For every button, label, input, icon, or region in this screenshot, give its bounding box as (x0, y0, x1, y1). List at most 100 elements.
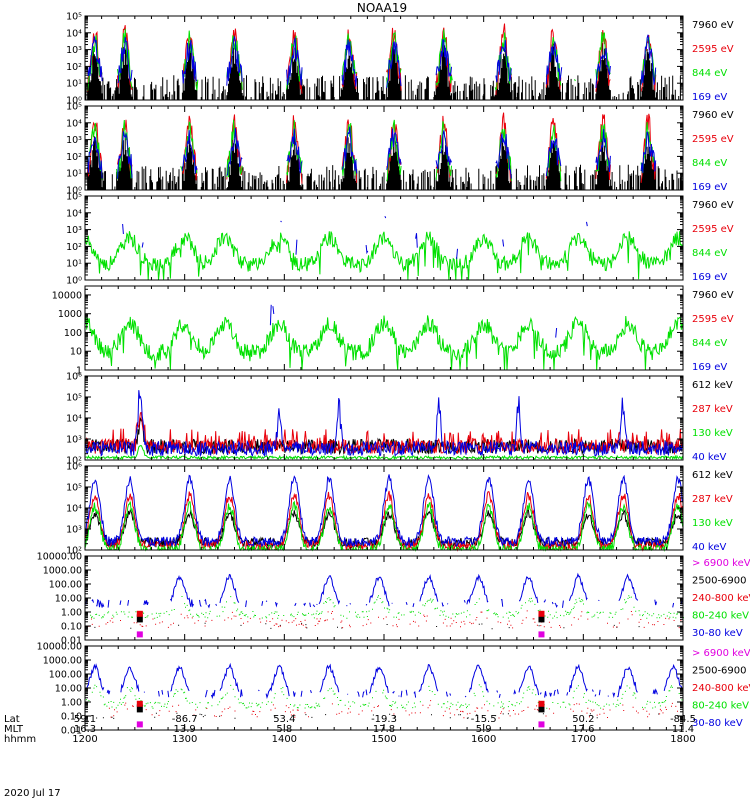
legend-entry: 2595 eV (692, 134, 734, 145)
y-tick-label: 10² (66, 456, 82, 467)
y-tick-label: 100.00 (49, 670, 82, 681)
footer-row-label: MLT (4, 724, 24, 735)
panel-2-traces (84, 112, 684, 190)
footer-lat-value: -84.5 (670, 714, 696, 725)
series-green-trace (85, 684, 684, 709)
y-tick-label: 10000.00 (37, 642, 82, 653)
panel-3: 10⁰10¹10²10³10⁴10⁵TEDProton Flux0deg tel… (66, 192, 734, 287)
legend-entry: 844 eV (692, 68, 727, 79)
panel-5: 10²10³10⁴10⁵10⁶MEPEDElectron Flux0deg te… (66, 372, 733, 467)
series-green-trace (88, 120, 683, 181)
legend-entry: 169 eV (692, 182, 727, 193)
y-tick-label: 10⁴ (66, 504, 82, 515)
y-tick-label: 10⁵ (66, 192, 82, 203)
y-tick-label: 10¹ (66, 79, 82, 90)
footer-hhmm-value: 1200 (72, 734, 97, 745)
footer-lat-value: 59.1 (74, 714, 96, 725)
legend: 612 keV 287 keV 130 keV 40 keV (692, 380, 733, 463)
y-tick-label: 10⁵ (66, 102, 82, 113)
y-tick-label: 10⁵ (66, 12, 82, 23)
footer-hhmm-value: 1800 (670, 734, 695, 745)
legend-entry: 130 keV (692, 428, 733, 439)
legend-entry: 240-800 keV (692, 593, 750, 604)
y-tick-label: 10⁰ (66, 186, 82, 197)
y-tick-label: 10² (66, 152, 82, 163)
panel-frame (84, 285, 684, 371)
panel-4: 110100100010000TEDProton Flux30deg teles… (52, 285, 734, 377)
x-axis-ticks (84, 286, 684, 370)
series-red-trace (84, 490, 684, 552)
legend-entry: 30-80 keV (692, 718, 743, 729)
y-tick-label: 0.10 (61, 622, 82, 633)
y-tick-label: 10¹ (66, 259, 82, 270)
legend-entry: 2595 eV (692, 44, 734, 55)
y-tick-label: 10⁴ (66, 28, 82, 39)
y-tick-label: 10² (66, 62, 82, 73)
magenta-marker (136, 631, 143, 638)
series-blue-trace (123, 216, 682, 259)
red-marker (136, 610, 143, 617)
footer-hhmm-value: 1600 (471, 734, 496, 745)
legend-entry: 7960 eV (692, 110, 734, 121)
series-blue-trace (270, 298, 676, 338)
legend-entry: 80-240 keV (692, 701, 749, 712)
legend-entry: 2595 eV (692, 314, 734, 325)
y-tick-label: 10 (70, 347, 82, 358)
footer-mlt-value: 17.6 (572, 724, 594, 735)
footer-mlt-value: 17.8 (373, 724, 395, 735)
panel-1: 10⁰10¹10²10³10⁴10⁵TEDElectron Flux0deg t… (66, 12, 734, 107)
panel-5-traces (84, 390, 684, 461)
footer-mlt-value: 16.3 (74, 724, 96, 735)
series-blue-trace (84, 572, 684, 609)
y-tick-labels: 10⁰ 10¹ 10² 10³ 10⁴ 10⁵ (66, 192, 82, 287)
y-tick-label: 0.01 (61, 636, 82, 647)
series-black-trace (84, 132, 684, 190)
footer-lat-value: -86.7 (172, 714, 198, 725)
figure-title: NOAA19 (357, 1, 407, 15)
axis-footer: LatMLThhmm59.116.31200-86.713.9130053.45… (4, 714, 696, 745)
red-marker (136, 700, 143, 707)
y-tick-label: 10³ (66, 525, 82, 536)
legend-entry: > 6900 keV (692, 648, 750, 659)
series-green-trace (84, 315, 684, 371)
y-tick-label: 10⁶ (66, 372, 82, 383)
footer-hhmm-value: 1700 (571, 734, 596, 745)
y-tick-label: 100.00 (49, 580, 82, 591)
y-tick-label: 100 (64, 328, 82, 339)
y-tick-label: 10⁰ (66, 96, 82, 107)
panel-2: 10⁰10¹10²10³10⁴10⁵TEDElectron Flux30deg … (66, 102, 734, 197)
footer-row-label: Lat (4, 714, 20, 725)
y-tick-label: 10³ (66, 225, 82, 236)
y-tick-labels: 10² 10³ 10⁴ 10⁵ 10⁶ (66, 372, 82, 467)
y-axis-ticks (85, 195, 683, 281)
black-marker (538, 614, 545, 623)
magenta-marker (538, 721, 545, 728)
y-tick-label: 10000.00 (37, 552, 82, 563)
footer-mlt-value: 5.8 (276, 724, 292, 735)
legend-entry: 844 eV (692, 158, 727, 169)
legend-entry: 844 eV (692, 338, 727, 349)
y-axis-ticks (85, 375, 683, 461)
legend-entry: 612 keV (692, 470, 733, 481)
y-tick-label: 1 (76, 366, 82, 377)
legend-entry: 40 keV (692, 542, 726, 553)
magenta-marker (136, 721, 143, 728)
footer-mlt-value: 13.9 (174, 724, 196, 735)
legend-entry: 287 keV (692, 494, 733, 505)
panel-frame (84, 465, 684, 551)
legend-entry: 30-80 keV (692, 628, 743, 639)
legend-entry: 40 keV (692, 452, 726, 463)
legend-entry: 80-240 keV (692, 611, 749, 622)
series-green-trace (84, 231, 684, 281)
footer-row-label: hhmm (4, 734, 36, 745)
y-tick-label: 1.00 (61, 608, 82, 619)
y-axis-ticks (85, 465, 683, 551)
panel-6-traces (84, 473, 684, 552)
legend-entry: 844 eV (692, 248, 727, 259)
series-black-trace (96, 712, 660, 719)
panel-1-traces (85, 23, 682, 100)
y-tick-labels: 1 10 100 1000 10000 (52, 290, 82, 376)
y-tick-label: 10¹ (66, 169, 82, 180)
y-tick-label: 10⁴ (66, 208, 82, 219)
